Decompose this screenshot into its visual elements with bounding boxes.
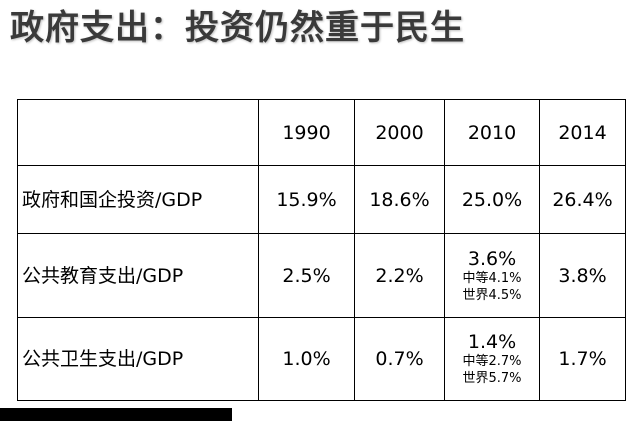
- cell-value: 15.9%: [276, 188, 337, 211]
- table-cell: 2.2%: [354, 233, 445, 318]
- bottom-bar-divider: [0, 408, 232, 421]
- cell-value: 3.6%: [467, 247, 517, 270]
- cell-value: 26.4%: [552, 188, 613, 211]
- header-cell-2000: 2000: [354, 99, 445, 166]
- table-cell: 26.4%: [539, 165, 626, 234]
- row-label: 公共卫生支出/GDP: [17, 317, 259, 401]
- header-cell-2010: 2010: [444, 99, 540, 166]
- table-cell: 3.6% 中等4.1% 世界4.5%: [444, 233, 540, 318]
- cell-subvalue-world: 世界5.7%: [462, 371, 522, 386]
- cell-value: 1.0%: [282, 348, 331, 370]
- cell-value: 2.5%: [282, 264, 331, 287]
- cell-value: 25.0%: [461, 188, 523, 211]
- table-cell: 1.4% 中等2.7% 世界5.7%: [444, 317, 540, 401]
- cell-subvalue-middle-income: 中等2.7%: [462, 354, 522, 369]
- cell-value: 1.4%: [467, 331, 517, 353]
- cell-value: 2.2%: [375, 264, 424, 287]
- table-row: 政府和国企投资/GDP 15.9% 18.6% 25.0% 26.4%: [17, 165, 626, 234]
- cell-value: 1.7%: [558, 348, 607, 370]
- table-cell: 18.6%: [354, 165, 445, 234]
- table-cell: 2.5%: [258, 233, 355, 318]
- table-cell: 25.0%: [444, 165, 540, 234]
- table-cell: 15.9%: [258, 165, 355, 234]
- slide-title: 政府支出：投资仍然重于民生: [10, 8, 465, 48]
- table-cell: 0.7%: [354, 317, 445, 401]
- table-cell: 1.0%: [258, 317, 355, 401]
- header-cell-1990: 1990: [258, 99, 355, 166]
- data-table: 1990 2000 2010 2014 政府和国企投资/GDP 15.9% 18…: [17, 99, 626, 401]
- cell-value: 3.8%: [558, 264, 607, 287]
- header-cell-empty: [17, 99, 259, 166]
- cell-subvalue-world: 世界4.5%: [462, 287, 522, 303]
- table-cell: 3.8%: [539, 233, 626, 318]
- row-label: 政府和国企投资/GDP: [17, 165, 259, 234]
- table-row: 公共卫生支出/GDP 1.0% 0.7% 1.4% 中等2.7% 世界5.7% …: [17, 317, 626, 401]
- table-cell: 1.7%: [539, 317, 626, 401]
- table-header-row: 1990 2000 2010 2014: [17, 99, 626, 166]
- row-label: 公共教育支出/GDP: [17, 233, 259, 318]
- cell-subvalue-middle-income: 中等4.1%: [462, 270, 522, 286]
- header-cell-2014: 2014: [539, 99, 626, 166]
- table-row: 公共教育支出/GDP 2.5% 2.2% 3.6% 中等4.1% 世界4.5% …: [17, 233, 626, 318]
- cell-value: 0.7%: [375, 348, 424, 370]
- cell-value: 18.6%: [369, 188, 430, 211]
